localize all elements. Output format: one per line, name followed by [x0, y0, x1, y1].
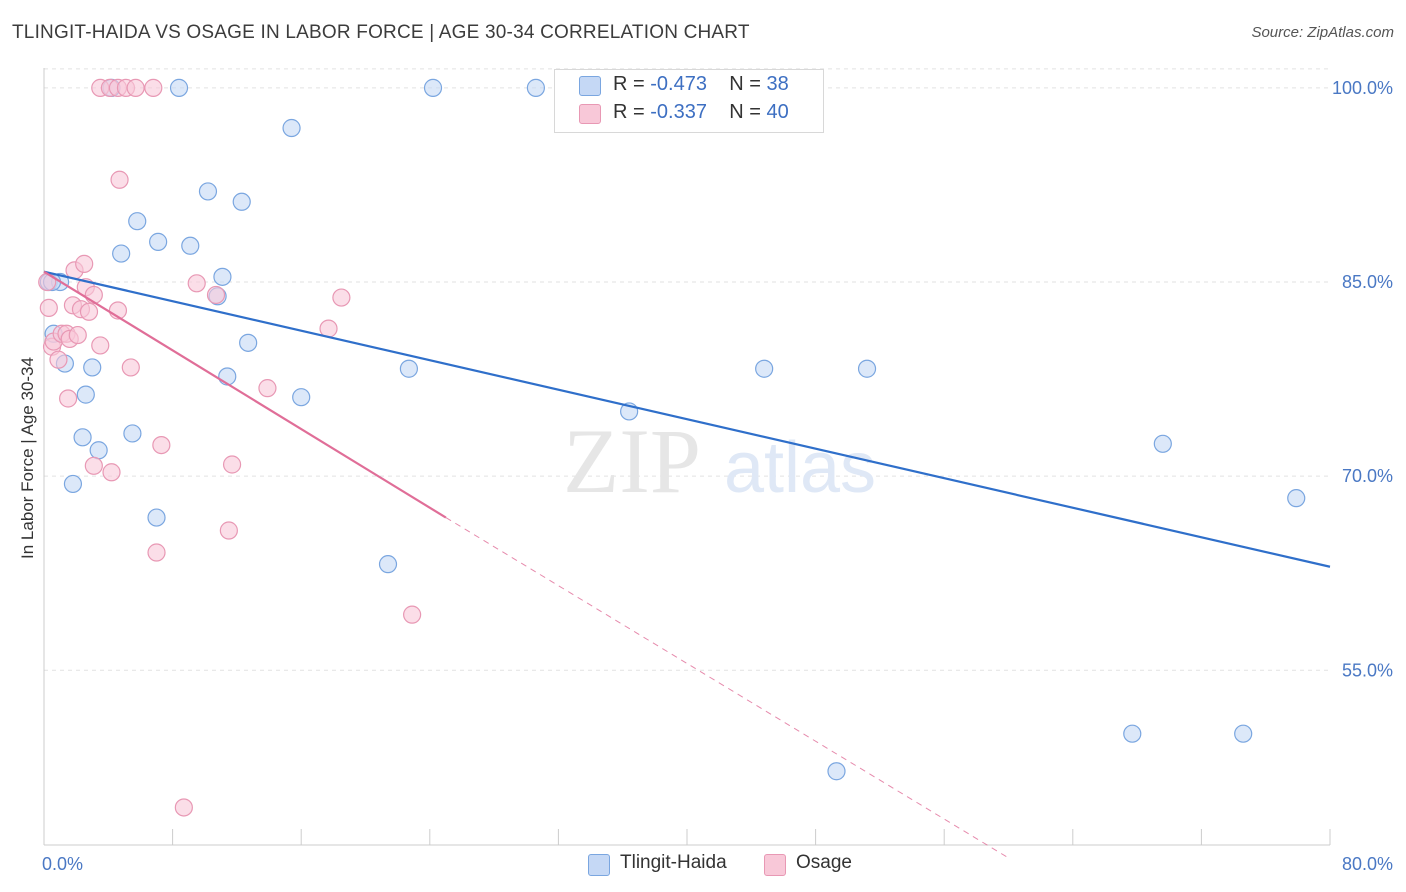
legend-swatch-pink: [764, 854, 786, 876]
tlingit-haida-point: [292, 388, 311, 407]
tlingit-haida-point: [399, 359, 419, 378]
tick-labels: 55.0% 70.0% 85.0% 100.0% 0.0% 80.0%: [42, 78, 1393, 874]
tlingit-haida-point: [1123, 724, 1142, 743]
watermark: ZIP atlas: [563, 410, 876, 512]
tlingit-haida-point: [198, 182, 218, 201]
osage-point: [222, 455, 242, 474]
osage-point: [49, 350, 68, 369]
tlingit-haida-point: [282, 118, 301, 138]
series-legend: Tlingit-Haida Osage: [0, 852, 1406, 878]
osage-point: [110, 170, 129, 189]
legend-r-value: -0.473: [650, 73, 707, 95]
osage-point: [206, 285, 226, 305]
osage-trend-line: [43, 270, 447, 519]
osage-point: [91, 336, 110, 355]
tlingit-haida-point: [169, 78, 189, 97]
x-tick-label: 0.0%: [42, 854, 83, 874]
gridlines: [44, 68, 1330, 671]
y-tick-label: 85.0%: [1342, 272, 1393, 292]
tlingit-haida-point: [755, 359, 774, 378]
tlingit-haida-point: [378, 555, 398, 574]
tlingit-haida-point: [63, 474, 83, 494]
y-tick-label: 100.0%: [1332, 78, 1393, 98]
legend-n-value: 38: [766, 73, 789, 95]
tlingit-haida-point: [123, 424, 142, 443]
tlingit-haida-point: [83, 358, 102, 377]
legend-r-label: R =: [613, 73, 651, 95]
legend-n-label: N =: [729, 101, 767, 123]
tlingit-haida-point: [76, 385, 95, 404]
legend-r-label: R =: [613, 101, 651, 123]
y-tick-label: 70.0%: [1342, 466, 1393, 486]
watermark-zip: ZIP: [563, 410, 701, 512]
axes: [43, 68, 1331, 846]
tlingit-haida-point: [112, 244, 131, 263]
tlingit-haida-point: [857, 359, 877, 378]
osage-point: [59, 389, 78, 408]
tlingit-haida-point: [218, 367, 237, 386]
tlingit-haida-point: [73, 428, 92, 447]
tlingit-haida-point: [526, 78, 545, 97]
legend-n-value: 40: [766, 101, 789, 123]
osage-point: [68, 325, 87, 345]
tlingit-haida-point: [1287, 489, 1306, 508]
data-points: [38, 78, 1306, 817]
trend-lines: [43, 270, 1331, 859]
osage-point: [102, 463, 121, 482]
osage-point: [144, 78, 163, 97]
osage-point: [152, 435, 171, 455]
tlingit-haida-point: [89, 441, 108, 460]
tlingit-haida-point: [1153, 434, 1172, 453]
osage-point: [187, 274, 206, 293]
osage-point: [258, 379, 277, 398]
osage-point: [79, 302, 99, 321]
tlingit-haida-point: [232, 192, 251, 211]
legend-label: Osage: [796, 852, 852, 873]
osage-point: [147, 543, 166, 562]
tlingit-haida-point: [128, 212, 147, 231]
tlingit-haida-point: [827, 762, 846, 781]
source-label: Source: ZipAtlas.com: [1251, 24, 1394, 41]
osage-point: [332, 288, 351, 307]
tlingit-haida-point: [149, 232, 168, 251]
tlingit-haida-point: [239, 333, 258, 352]
osage-point: [174, 798, 193, 817]
osage-point: [403, 605, 422, 624]
tlingit-haida-point: [423, 78, 443, 97]
x-tick-label: 80.0%: [1342, 854, 1393, 874]
legend-n-label: N =: [729, 73, 767, 95]
stats-legend: R = -0.473 N = 38 R = -0.337 N = 40: [554, 69, 824, 133]
osage-trend-line-extension: [445, 517, 1009, 859]
legend-swatch-blue: [588, 854, 610, 876]
y-tick-label: 55.0%: [1342, 660, 1393, 680]
tlingit-haida-trend-line: [43, 270, 1331, 568]
osage-point: [75, 254, 94, 273]
legend-swatch-pink: [579, 104, 601, 124]
tlingit-haida-point: [181, 236, 200, 255]
osage-point: [121, 358, 140, 377]
legend-label: Tlingit-Haida: [620, 852, 727, 873]
osage-point: [84, 456, 103, 475]
watermark-atlas: atlas: [724, 428, 876, 508]
osage-point: [126, 78, 145, 97]
osage-point: [39, 298, 58, 318]
osage-point: [219, 521, 238, 540]
chart-title: TLINGIT-HAIDA VS OSAGE IN LABOR FORCE | …: [12, 22, 750, 43]
tlingit-haida-point: [147, 508, 166, 527]
legend-swatch-blue: [579, 76, 601, 96]
tlingit-haida-point: [213, 267, 232, 286]
legend-r-value: -0.337: [650, 101, 707, 123]
tlingit-haida-point: [1234, 724, 1253, 743]
